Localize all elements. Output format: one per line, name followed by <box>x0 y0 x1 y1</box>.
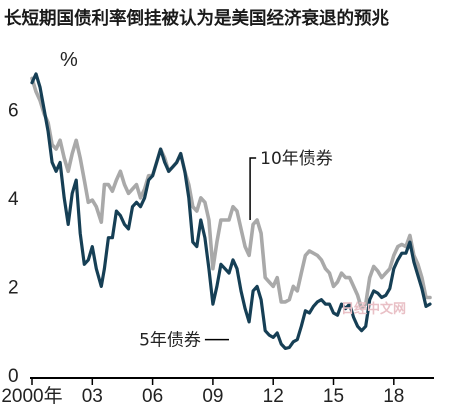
watermark-text: 日经中文网 <box>341 301 406 317</box>
y-axis-ticks: 0 2 4 6 <box>8 100 19 387</box>
y-tick-label: 4 <box>8 189 19 210</box>
x-tick-label: 03 <box>82 386 103 407</box>
annotation-label-5yr: 5年债券 <box>139 331 201 351</box>
series-line-5yr <box>30 72 432 350</box>
x-tick-label: 06 <box>142 386 163 407</box>
series-annotations: 10年债券 5年债券 <box>139 149 333 351</box>
y-tick-label: 2 <box>8 277 19 298</box>
x-tick-label: 15 <box>323 386 344 407</box>
x-axis-ticks: 2000年 03 06 09 12 15 18 <box>1 378 404 407</box>
x-tick-label: 12 <box>263 386 284 407</box>
x-tick-label: 09 <box>202 386 223 407</box>
y-tick-label: 6 <box>8 100 19 121</box>
y-axis-unit-label: % <box>60 49 78 71</box>
series-layer <box>30 72 432 350</box>
annotation-label-10yr: 10年债券 <box>260 149 333 169</box>
x-tick-label: 2000年 <box>1 385 62 407</box>
x-tick-label: 18 <box>383 386 404 407</box>
y-tick-label: 0 <box>8 366 19 387</box>
chart-title: 长短期国债利率倒挂被认为是美国经济衰退的预兆 <box>4 8 389 29</box>
annotation-leader-10yr <box>249 157 257 220</box>
series-line-10yr <box>30 76 432 311</box>
